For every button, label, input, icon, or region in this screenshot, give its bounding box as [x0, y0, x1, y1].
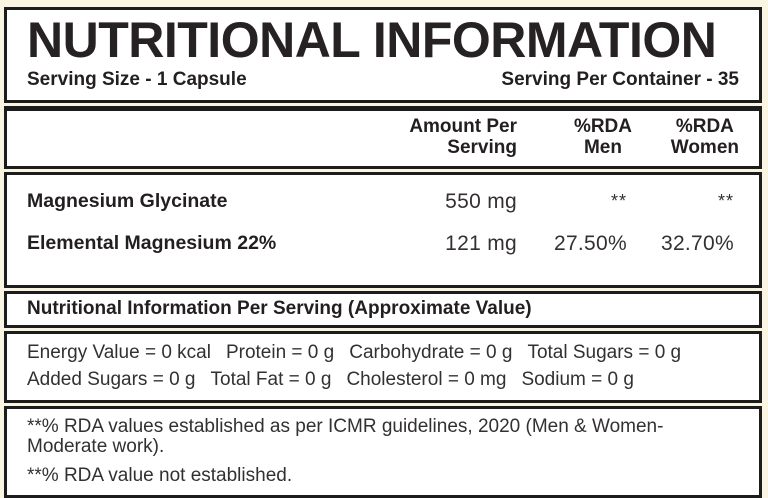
per-serving-line-1: Energy Value = 0 kcal Protein = 0 g Carb…	[27, 342, 739, 364]
label-title: NUTRITIONAL INFORMATION	[27, 12, 717, 68]
nutrient-name: Magnesium Glycinate	[27, 189, 228, 212]
column-header-rda-men-stack: %RDA Men	[574, 116, 632, 158]
protein-value: Protein = 0 g	[225, 341, 335, 363]
column-header-rda-men: %RDA Men	[517, 116, 632, 158]
footnotes-section: **% RDA values established as per ICMR g…	[4, 405, 762, 498]
column-header-rda-women-stack: %RDA Women	[671, 116, 739, 158]
nutrient-rda-men: 27.50%	[553, 231, 627, 255]
cholesterol-value: Cholesterol = 0 mg	[346, 368, 507, 390]
total-fat-value: Total Fat = 0 g	[210, 368, 332, 390]
per-serving-heading: Nutritional Information Per Serving (App…	[27, 297, 532, 319]
column-header-amount-line1: Amount Per	[409, 115, 517, 137]
column-header-rda-women-line2: Women	[670, 136, 739, 158]
nutrition-label: NUTRITIONAL INFORMATION Serving Size - 1…	[4, 7, 762, 498]
nutrient-rows-section: Magnesium Glycinate 550 mg ** ** Element…	[4, 171, 762, 288]
sodium-value: Sodium = 0 g	[521, 368, 634, 390]
column-header-row: Amount Per Serving %RDA Men %RDA Women	[27, 116, 739, 158]
footnote-rda-not-established: **% RDA value not established.	[27, 464, 293, 486]
table-column-header-section: Amount Per Serving %RDA Men %RDA Women	[4, 105, 762, 169]
carbohydrate-value: Carbohydrate = 0 g	[349, 341, 513, 363]
per-serving-line-2: Added Sugars = 0 g Total Fat = 0 g Chole…	[27, 369, 739, 391]
column-header-amount: Amount Per Serving	[357, 116, 517, 158]
per-serving-heading-section: Nutritional Information Per Serving (App…	[4, 290, 762, 328]
nutrient-rda-women: 32.70%	[660, 231, 734, 255]
column-header-rda-men-line2: Men	[583, 136, 622, 158]
nutrient-rda-women: **	[717, 190, 734, 211]
serving-row: Serving Size - 1 Capsule Serving Per Con…	[27, 69, 739, 91]
added-sugars-value: Added Sugars = 0 g	[27, 368, 196, 390]
label-title-section: NUTRITIONAL INFORMATION Serving Size - 1…	[4, 7, 762, 103]
nutrient-name: Elemental Magnesium 22%	[27, 231, 277, 254]
column-header-amount-line2: Serving	[447, 136, 517, 158]
table-row: Elemental Magnesium 22% 121 mg 27.50% 32…	[27, 232, 739, 255]
column-header-rda-men-line1: %RDA	[573, 115, 632, 137]
energy-value: Energy Value = 0 kcal	[27, 341, 211, 363]
column-header-rda-women-line1: %RDA	[675, 115, 734, 137]
footnote-rda-established: **% RDA values established as per ICMR g…	[27, 415, 664, 457]
total-sugars-value: Total Sugars = 0 g	[527, 341, 682, 363]
serving-size-text: Serving Size - 1 Capsule	[27, 68, 247, 90]
nutrient-amount: 121 mg	[445, 231, 517, 255]
nutrient-amount: 550 mg	[445, 189, 517, 213]
column-header-rda-women: %RDA Women	[632, 116, 739, 158]
table-row: Magnesium Glycinate 550 mg ** **	[27, 190, 739, 213]
per-serving-values-section: Energy Value = 0 kcal Protein = 0 g Carb…	[4, 330, 762, 403]
serving-per-container-text: Serving Per Container - 35	[501, 68, 739, 90]
nutrient-rda-men: **	[610, 190, 627, 211]
